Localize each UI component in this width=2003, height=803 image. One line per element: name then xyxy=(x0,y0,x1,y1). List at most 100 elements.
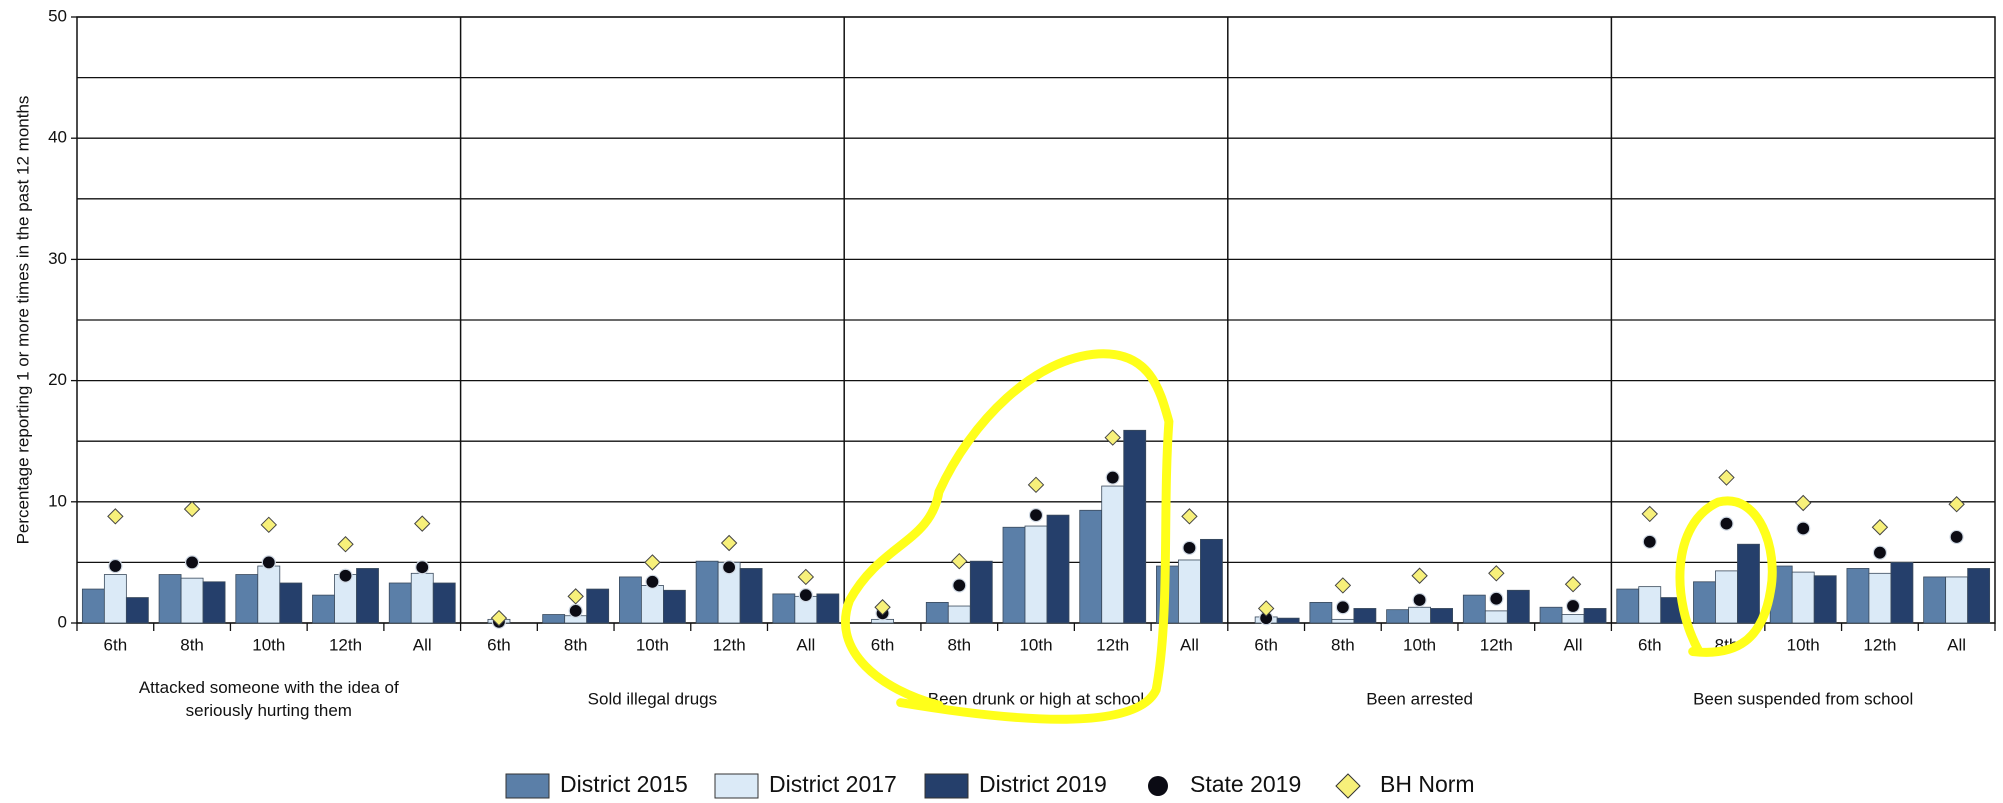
x-tick-label: All xyxy=(1947,635,1966,654)
bar xyxy=(1638,586,1662,624)
state-marker xyxy=(1872,545,1888,560)
x-tick-label: 6th xyxy=(1638,635,1662,654)
y-tick-label: 0 xyxy=(58,612,67,631)
state-marker xyxy=(952,578,967,593)
state-marker xyxy=(1489,591,1504,606)
x-tick-label: 10th xyxy=(1403,635,1436,654)
norm-marker xyxy=(1181,508,1198,525)
norm-marker xyxy=(1564,576,1582,593)
x-tick-label: 12th xyxy=(1096,635,1129,654)
state-marker xyxy=(1949,529,1964,545)
group-label: Been arrested xyxy=(1366,689,1473,708)
bar xyxy=(1002,526,1026,624)
norm-marker xyxy=(1718,469,1735,486)
state-marker xyxy=(338,568,353,583)
norm-marker xyxy=(490,609,508,627)
plot: 0 10 20 30 40 50 Attacked someone with the ide… xyxy=(48,6,1996,720)
legend-swatch xyxy=(924,773,969,799)
legend-label: District 2019 xyxy=(979,771,1107,797)
bar xyxy=(1046,514,1070,624)
norm-marker xyxy=(720,534,738,552)
x-tick-label: 6th xyxy=(104,635,128,654)
x-tick-label: All xyxy=(413,635,432,654)
bar xyxy=(103,574,127,624)
state-marker xyxy=(415,560,430,575)
y-tick-label: 10 xyxy=(48,491,67,510)
x-tick-label: 8th xyxy=(564,635,588,654)
state-marker xyxy=(1796,521,1811,536)
bar xyxy=(158,574,182,624)
bar xyxy=(1737,543,1760,624)
norm-marker xyxy=(951,552,968,570)
norm-marker xyxy=(183,500,201,518)
y-tick-label: 40 xyxy=(48,128,67,147)
norm-marker xyxy=(1641,505,1658,523)
group-label: Sold illegal drugs xyxy=(588,689,717,708)
bar xyxy=(1353,608,1377,624)
legend-label: BH Norm xyxy=(1380,771,1475,797)
x-tick-label: 12th xyxy=(713,635,746,654)
bar xyxy=(969,560,993,624)
bar xyxy=(1101,485,1125,624)
bar xyxy=(1890,562,1914,624)
bar xyxy=(947,605,971,624)
bar xyxy=(235,574,259,624)
annotations xyxy=(840,349,1777,724)
state-marker xyxy=(261,555,276,570)
group-label: Been suspended from school xyxy=(1693,689,1913,708)
bar xyxy=(1868,572,1892,624)
bar xyxy=(772,593,796,624)
bar xyxy=(81,588,105,624)
bar xyxy=(1178,559,1201,624)
group-label: Been drunk or high at school xyxy=(928,689,1144,708)
y-tick-label: 30 xyxy=(48,249,67,268)
bar xyxy=(1561,614,1585,624)
bar xyxy=(1813,575,1837,624)
bar xyxy=(1462,594,1486,624)
x-tick-label: 6th xyxy=(487,635,511,654)
bar xyxy=(925,601,949,624)
norm-marker xyxy=(1488,565,1505,582)
bar xyxy=(279,582,303,624)
bar xyxy=(586,588,610,624)
norm-marker xyxy=(874,599,891,616)
x-tick-label: 10th xyxy=(252,635,285,654)
bar xyxy=(202,581,226,624)
norm-marker xyxy=(1411,567,1428,584)
bar xyxy=(1583,608,1607,624)
bar xyxy=(1276,617,1300,624)
state-marker xyxy=(1642,534,1657,549)
y-axis-label: Percentage reporting 1 or more times in … xyxy=(13,96,32,545)
x-tick-label: 12th xyxy=(329,635,362,654)
norm-marker xyxy=(644,554,661,571)
bar xyxy=(1506,589,1530,624)
legend-swatch xyxy=(1335,773,1361,799)
norm-marker xyxy=(797,568,815,586)
bar xyxy=(432,582,456,624)
x-tick-label: 10th xyxy=(1787,635,1820,654)
x-tick-label: 6th xyxy=(1254,635,1278,654)
state-marker xyxy=(108,558,123,574)
x-tick-label: 8th xyxy=(1331,635,1355,654)
x-tick-label: 10th xyxy=(636,635,669,654)
bar xyxy=(312,594,335,624)
bar xyxy=(1846,568,1870,624)
bar xyxy=(180,577,204,624)
bar xyxy=(1484,610,1508,624)
state-marker xyxy=(1335,600,1350,615)
x-tick-label: All xyxy=(1564,635,1583,654)
state-marker xyxy=(184,555,200,570)
bar xyxy=(1123,429,1147,624)
bar xyxy=(1693,581,1716,624)
bar xyxy=(1923,576,1947,624)
bar xyxy=(619,576,642,624)
bar xyxy=(1079,509,1103,624)
norm-marker xyxy=(1334,577,1352,594)
x-tick-label: All xyxy=(796,635,815,654)
y-tick-label: 50 xyxy=(48,6,67,25)
bar xyxy=(1715,570,1738,624)
legend-label: District 2017 xyxy=(769,771,897,797)
legend-swatch xyxy=(1148,776,1168,796)
bar xyxy=(663,589,686,624)
